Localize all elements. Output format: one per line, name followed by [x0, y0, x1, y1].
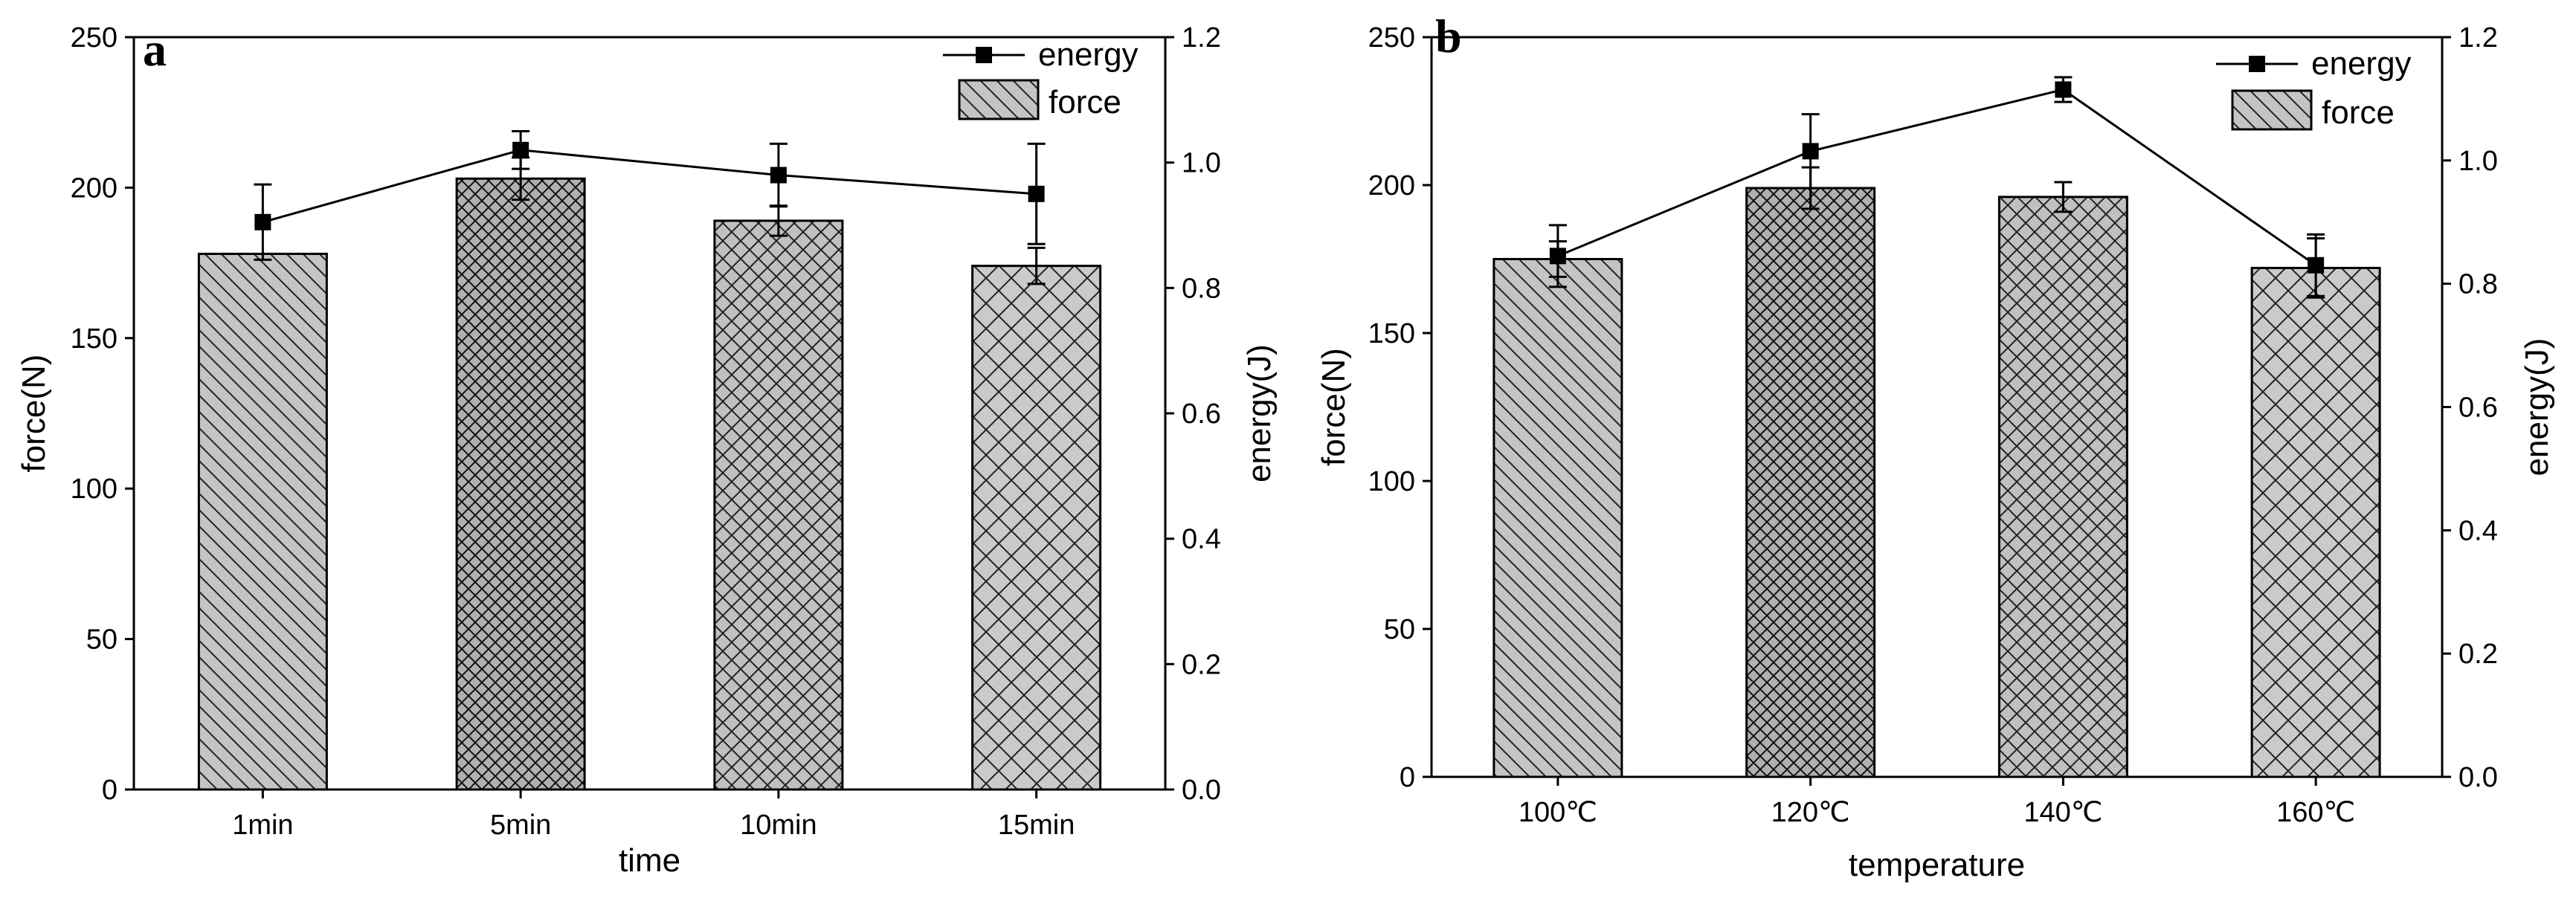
right-tick-label: 1.0: [1182, 148, 1221, 179]
force-bar-3: [1997, 196, 2128, 778]
left-tick-label: 0: [102, 775, 117, 806]
right-tick-label: 0.6: [2459, 393, 2498, 424]
x-tick-label: 100℃: [1519, 797, 1597, 828]
x-axis-title: time: [619, 842, 680, 879]
panel-a-chart: 0 50 100 150 200 250 0.0 0.2 0.4 0.6 0.8 1.0 1.2 1min…: [16, 22, 1278, 879]
x-tick-label: 1min: [232, 810, 293, 841]
right-tick-label: 0.4: [2459, 515, 2498, 546]
left-tick-label: 100: [71, 474, 117, 505]
force-bar-4: [2250, 266, 2381, 778]
force-errorbar-3: [2054, 181, 2073, 213]
energy-point-4: [2308, 256, 2325, 274]
right-tick-label: 0.0: [1182, 775, 1221, 806]
right-tick-label: 1.2: [1182, 22, 1221, 54]
legend-energy-label: energy: [1038, 36, 1139, 73]
left-tick-label: 50: [1384, 614, 1415, 645]
legend-force-label: force: [1049, 84, 1121, 120]
energy-point-1: [254, 213, 271, 230]
left-tick-label: 250: [71, 22, 117, 54]
force-bar-4: [971, 265, 1102, 791]
energy-point-2: [1802, 143, 1819, 160]
left-tick-label: 100: [1368, 466, 1415, 497]
left-tick-label: 200: [71, 172, 117, 204]
legend-force-swatch: [2231, 89, 2313, 131]
right-axis-title: energy(J): [2519, 338, 2555, 477]
energy-point-4: [1028, 185, 1045, 202]
legend-energy-label: energy: [2311, 45, 2412, 82]
left-axis-title: force(N): [1316, 348, 1352, 466]
force-bar-1: [197, 252, 328, 791]
x-tick-label: 160℃: [2276, 797, 2355, 828]
left-tick-label: 250: [1368, 22, 1415, 54]
panel-b-chart: 0 50 100 150 200 250 0.0 0.2 0.4 0.6 0.8 1.0 1.2 100℃…: [1316, 10, 2555, 883]
energy-point-1: [1549, 248, 1566, 265]
right-axis-title: energy(J): [1241, 344, 1278, 482]
panel-label: a: [143, 23, 167, 76]
right-tick-label: 1.2: [2459, 22, 2498, 54]
legend-energy-marker: [2249, 56, 2265, 72]
force-errorbar-4: [1027, 246, 1046, 285]
right-tick-label: 0.8: [2459, 269, 2498, 300]
x-tick-label: 10min: [740, 810, 817, 841]
energy-line: [262, 149, 1037, 224]
left-tick-label: 50: [86, 624, 117, 656]
energy-point-3: [2055, 81, 2072, 98]
legend-force-label: force: [2322, 94, 2395, 131]
force-bar-1: [1493, 258, 1623, 778]
x-axis-title: temperature: [1849, 847, 2025, 883]
right-tick-label: 0.4: [1182, 524, 1221, 555]
energy-line: [1557, 88, 2316, 267]
force-bar-3: [713, 219, 844, 791]
right-tick-label: 0.6: [1182, 398, 1221, 430]
right-tick-label: 0.8: [1182, 273, 1221, 304]
right-tick-label: 0.0: [2459, 762, 2498, 793]
force-bar-2: [1745, 187, 1876, 778]
left-axis-title: force(N): [16, 355, 52, 473]
panel-label: b: [1435, 10, 1462, 62]
force-bar-2: [455, 177, 586, 791]
x-tick-label: 120℃: [1771, 797, 1850, 828]
x-tick-label: 15min: [998, 810, 1075, 841]
right-tick-label: 0.2: [1182, 649, 1221, 680]
left-tick-label: 150: [1368, 318, 1415, 349]
left-tick-label: 0: [1400, 762, 1415, 793]
x-tick-label: 5min: [490, 810, 551, 841]
legend-energy-marker: [976, 47, 992, 63]
energy-point-2: [512, 141, 529, 158]
left-tick-label: 150: [71, 323, 117, 355]
x-tick-label: 140℃: [2023, 797, 2102, 828]
energy-point-3: [770, 167, 787, 184]
right-tick-label: 0.2: [2459, 639, 2498, 670]
legend-force-swatch: [958, 79, 1040, 120]
right-tick-label: 1.0: [2459, 146, 2498, 177]
left-tick-label: 200: [1368, 170, 1415, 201]
